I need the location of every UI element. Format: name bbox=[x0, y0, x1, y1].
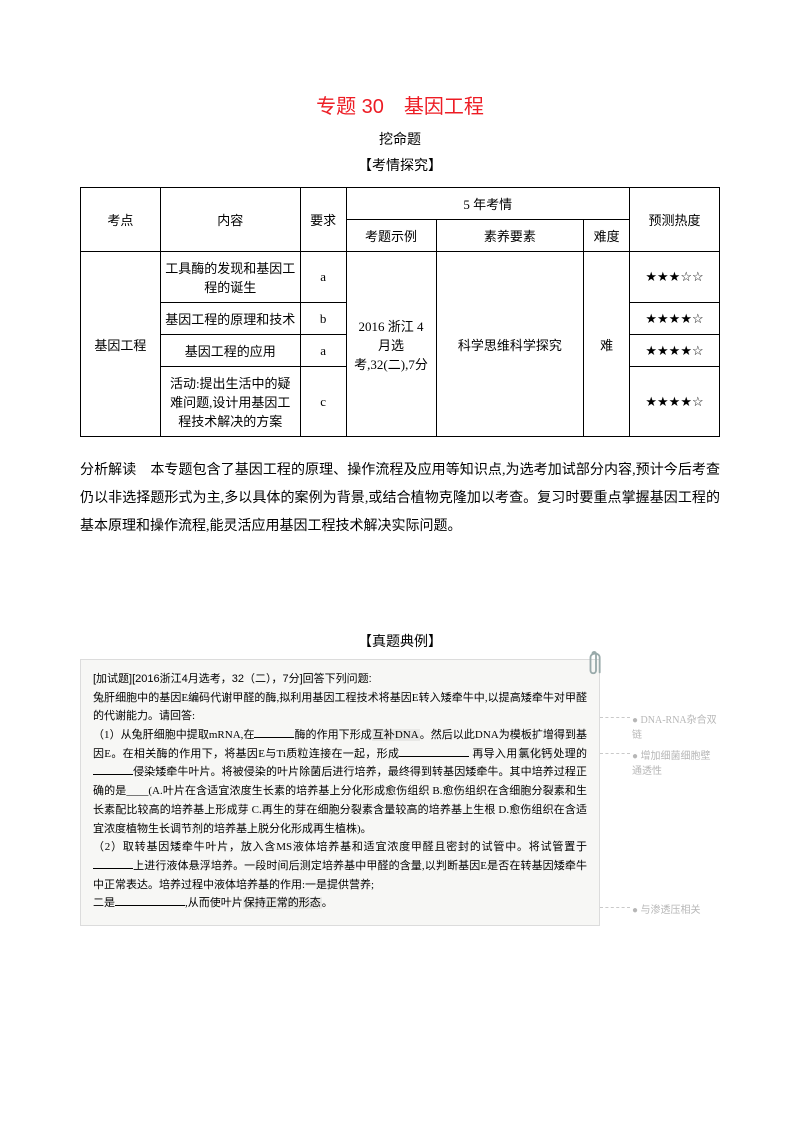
annot-line bbox=[600, 907, 630, 908]
annotation-3: ● 与渗透压相关 bbox=[632, 901, 701, 916]
blank bbox=[93, 857, 133, 869]
page-title: 专题 30 基因工程 bbox=[80, 90, 720, 119]
section-head-1: 【考情探究】 bbox=[80, 155, 720, 175]
subtitle: 挖命题 bbox=[80, 129, 720, 149]
t: （2）取转基因矮牵牛叶片，放入含MS液体培养基和适宜浓度甲醛且密封的试管中。将试… bbox=[93, 841, 587, 853]
t: 酶的作用下形成 bbox=[294, 729, 371, 741]
cell-suyang: 科学思维科学探究 bbox=[436, 252, 584, 437]
t: 再导入用 bbox=[472, 748, 517, 760]
th-wunian: 5 年考情 bbox=[346, 188, 629, 220]
card-p2: （1）从兔肝细胞中提取mRNA,在酶的作用下形成互补DNA。然后以此DNA为模板… bbox=[93, 726, 587, 838]
t: 处理的 bbox=[553, 748, 587, 760]
cell-content: 基因工程的原理和技术 bbox=[160, 303, 300, 335]
example-card-wrap: [加试题][2016浙江4月选考，32（二），7分]回答下列问题: 兔肝细胞中的… bbox=[80, 659, 720, 926]
th-neirong: 内容 bbox=[160, 188, 300, 252]
annotation-2: ● 增加细菌细胞壁通透性 bbox=[632, 747, 720, 777]
th-shili: 考题示例 bbox=[346, 220, 436, 252]
highlight: 氯化钙 bbox=[518, 748, 554, 760]
table-header-row: 考点 内容 要求 5 年考情 预测热度 bbox=[81, 188, 720, 220]
blank bbox=[93, 763, 133, 775]
example-card: [加试题][2016浙江4月选考，32（二），7分]回答下列问题: 兔肝细胞中的… bbox=[80, 659, 600, 926]
cell-content: 工具酶的发现和基因工程的诞生 bbox=[160, 252, 300, 303]
section-head-2: 【真题典例】 bbox=[80, 631, 720, 651]
cell-rowgroup: 基因工程 bbox=[81, 252, 161, 437]
cell-req: a bbox=[300, 335, 346, 367]
card-p4: 二是 ,从而使叶片保持正常的形态。 bbox=[93, 894, 587, 913]
blank bbox=[399, 745, 469, 757]
t: （1）从兔肝细胞中提取mRNA,在 bbox=[93, 729, 254, 741]
cell-req: a bbox=[300, 252, 346, 303]
cell-nandu: 难 bbox=[584, 252, 630, 437]
card-p1: 兔肝细胞中的基因E编码代谢甲醛的酶,拟利用基因工程技术将基因E转入矮牵牛中,以提… bbox=[93, 689, 587, 726]
th-yaoqiu: 要求 bbox=[300, 188, 346, 252]
t: 上进行液体悬浮培养。一段时间后测定培养基中甲醛的含量,以判断基因E是否在转基因矮… bbox=[93, 860, 587, 891]
th-suyang: 素养要素 bbox=[436, 220, 584, 252]
t: 侵染矮牵牛叶片。将被侵染的叶片除菌后进行培养，最终得到转基因矮牵牛。其中培养过程… bbox=[93, 766, 587, 834]
card-head: [加试题][2016浙江4月选考，32（二），7分]回答下列问题: bbox=[93, 670, 587, 689]
th-kaodian: 考点 bbox=[81, 188, 161, 252]
table-row: 基因工程 工具酶的发现和基因工程的诞生 a 2016 浙江 4 月选考,32(二… bbox=[81, 252, 720, 303]
cell-req: c bbox=[300, 367, 346, 437]
annot-line bbox=[600, 753, 630, 754]
exam-table: 考点 内容 要求 5 年考情 预测热度 考题示例 素养要素 难度 基因工程 工具… bbox=[80, 187, 720, 437]
cell-example: 2016 浙江 4 月选考,32(二),7分 bbox=[346, 252, 436, 437]
blank bbox=[254, 726, 294, 738]
cell-req: b bbox=[300, 303, 346, 335]
cell-content: 活动:提出生活中的疑难问题,设计用基因工程技术解决的方案 bbox=[160, 367, 300, 437]
th-yuce: 预测热度 bbox=[630, 188, 720, 252]
cell-content: 基因工程的应用 bbox=[160, 335, 300, 367]
blank bbox=[115, 894, 185, 906]
annot-line bbox=[600, 717, 630, 718]
th-nandu: 难度 bbox=[584, 220, 630, 252]
card-p3: （2）取转基因矮牵牛叶片，放入含MS液体培养基和适宜浓度甲醛且密封的试管中。将试… bbox=[93, 838, 587, 894]
paperclip-icon bbox=[585, 650, 607, 680]
cell-stars: ★★★★☆ bbox=[630, 303, 720, 335]
t: 。 bbox=[322, 897, 333, 909]
cell-stars: ★★★☆☆ bbox=[630, 252, 720, 303]
highlight: 保持正常的形态 bbox=[243, 897, 322, 909]
cell-stars: ★★★★☆ bbox=[630, 335, 720, 367]
annotation-1: ● DNA-RNA杂合双链 bbox=[632, 711, 720, 741]
t: ,从而使叶片 bbox=[185, 897, 243, 909]
t: 二是 bbox=[93, 897, 115, 909]
analysis-text: 分析解读 本专题包含了基因工程的原理、操作流程及应用等知识点,为选考加试部分内容… bbox=[80, 457, 720, 541]
highlight: 互补DNA bbox=[372, 729, 420, 741]
cell-stars: ★★★★☆ bbox=[630, 367, 720, 437]
